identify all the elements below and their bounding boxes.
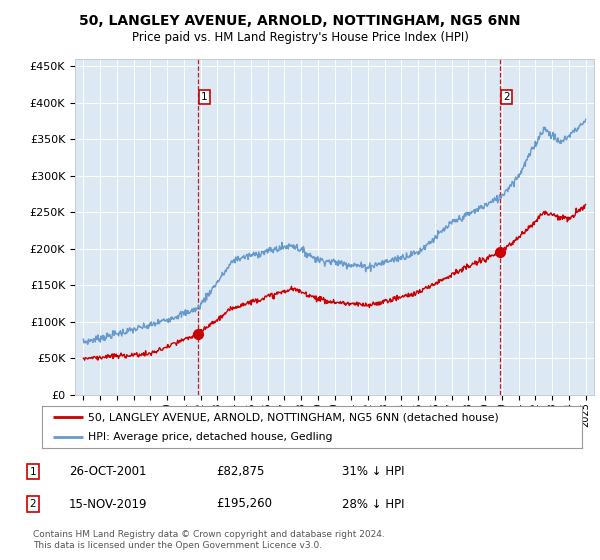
- Text: Contains HM Land Registry data © Crown copyright and database right 2024.: Contains HM Land Registry data © Crown c…: [33, 530, 385, 539]
- Text: 26-OCT-2001: 26-OCT-2001: [69, 465, 146, 478]
- Text: 15-NOV-2019: 15-NOV-2019: [69, 497, 148, 511]
- Text: 2: 2: [29, 499, 37, 509]
- Text: 1: 1: [201, 92, 208, 102]
- Text: This data is licensed under the Open Government Licence v3.0.: This data is licensed under the Open Gov…: [33, 541, 322, 550]
- Text: 1: 1: [29, 466, 37, 477]
- Text: £195,260: £195,260: [216, 497, 272, 511]
- Text: 2: 2: [503, 92, 510, 102]
- Text: HPI: Average price, detached house, Gedling: HPI: Average price, detached house, Gedl…: [88, 432, 332, 442]
- Text: 50, LANGLEY AVENUE, ARNOLD, NOTTINGHAM, NG5 6NN (detached house): 50, LANGLEY AVENUE, ARNOLD, NOTTINGHAM, …: [88, 412, 499, 422]
- Text: 50, LANGLEY AVENUE, ARNOLD, NOTTINGHAM, NG5 6NN: 50, LANGLEY AVENUE, ARNOLD, NOTTINGHAM, …: [79, 14, 521, 28]
- Text: Price paid vs. HM Land Registry's House Price Index (HPI): Price paid vs. HM Land Registry's House …: [131, 31, 469, 44]
- Text: 28% ↓ HPI: 28% ↓ HPI: [342, 497, 404, 511]
- Text: £82,875: £82,875: [216, 465, 265, 478]
- Text: 31% ↓ HPI: 31% ↓ HPI: [342, 465, 404, 478]
